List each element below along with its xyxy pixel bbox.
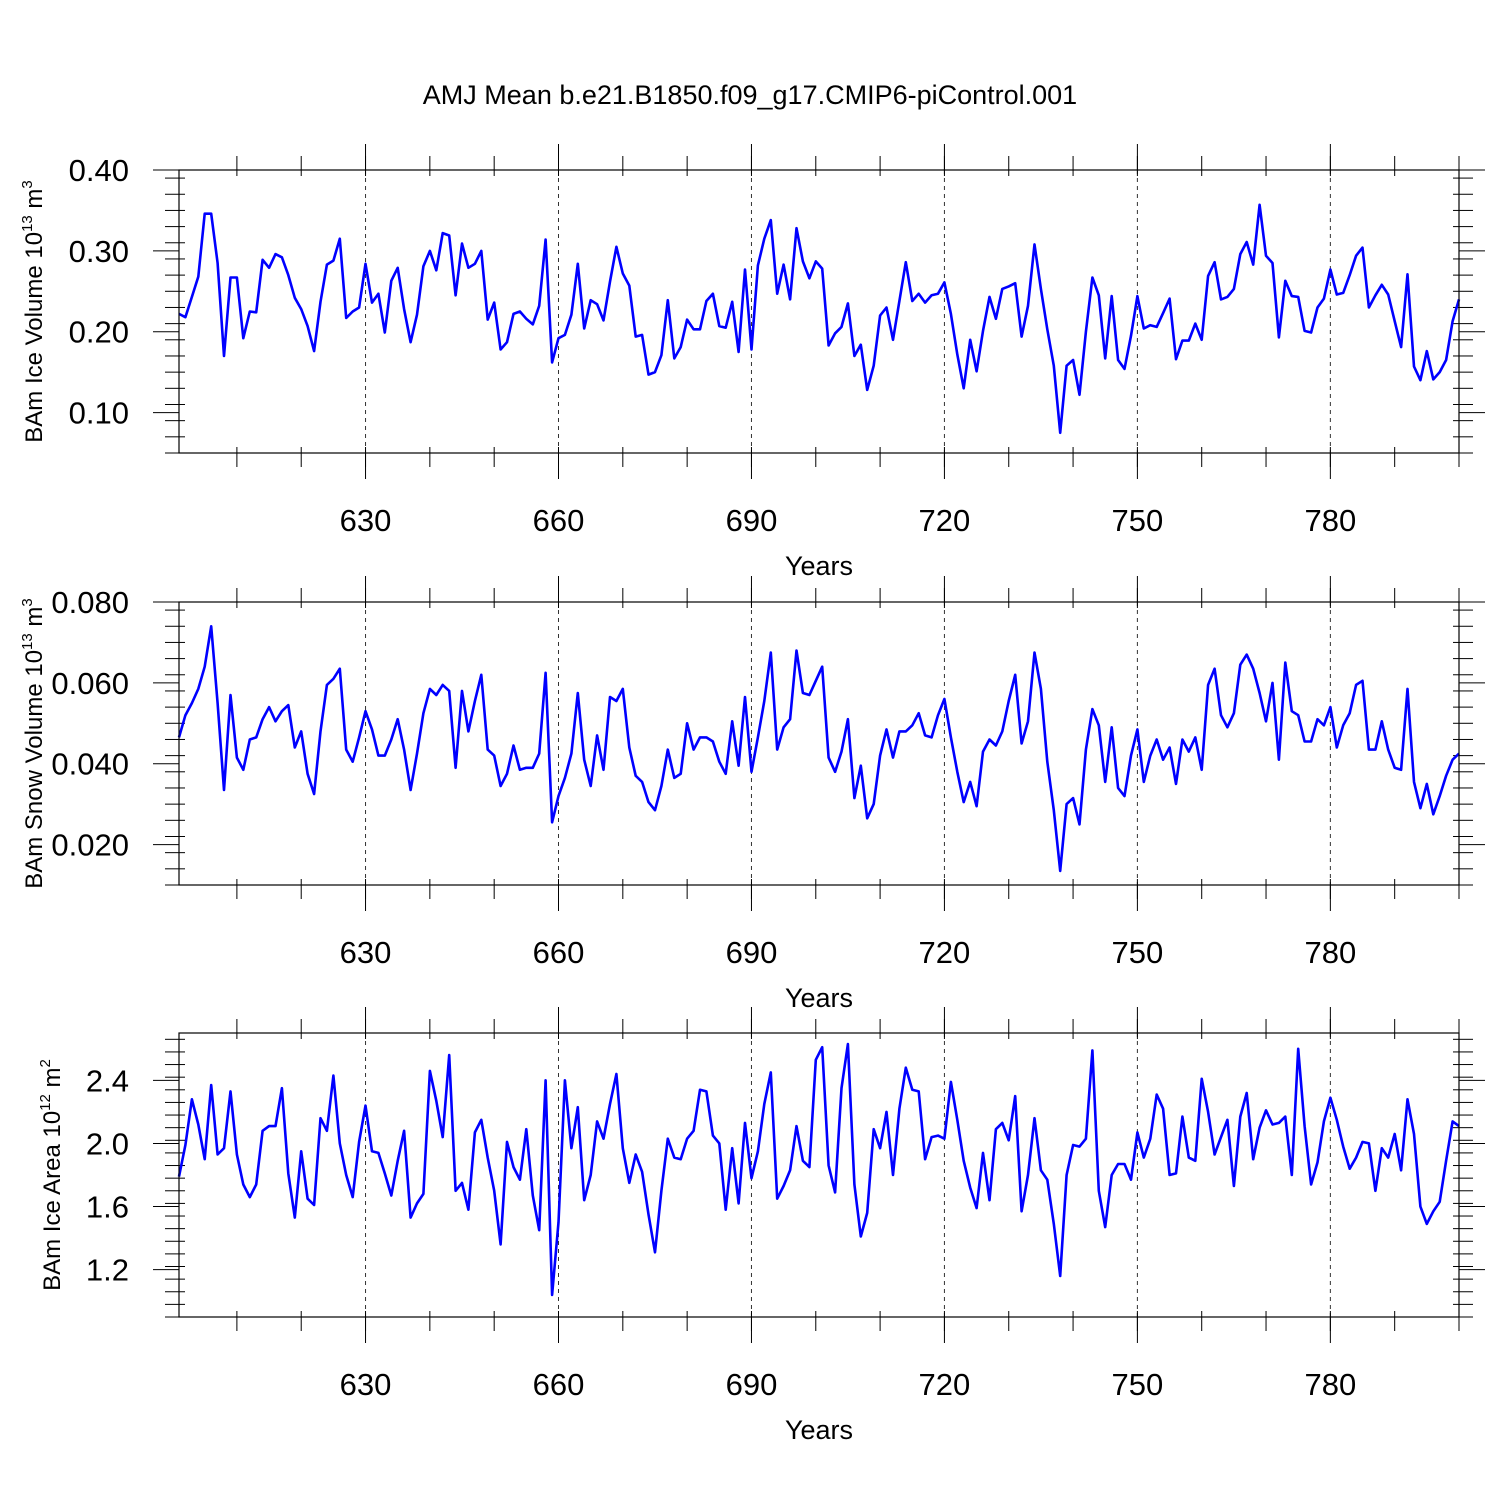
y-tick-label: 0.060 bbox=[51, 666, 129, 701]
x-axis-label: Years bbox=[785, 551, 853, 581]
plot-frame bbox=[178, 601, 1460, 886]
plot-frame bbox=[178, 1032, 1460, 1318]
x-tick-label: 630 bbox=[340, 935, 392, 970]
x-tick-label: 660 bbox=[533, 1367, 585, 1402]
y-tick-label: 2.0 bbox=[86, 1126, 129, 1161]
x-tick-label: 690 bbox=[726, 935, 778, 970]
x-tick-label: 720 bbox=[919, 503, 971, 538]
x-axis-label: Years bbox=[785, 983, 853, 1013]
y-tick-label: 0.20 bbox=[69, 315, 129, 350]
x-tick-label: 750 bbox=[1112, 1367, 1164, 1402]
figure-title: AMJ Mean b.e21.B1850.f09_g17.CMIP6-piCon… bbox=[422, 80, 1078, 110]
x-tick-label: 750 bbox=[1112, 503, 1164, 538]
series-line bbox=[177, 1042, 1460, 1297]
y-axis-label: BAm Ice Area 1012 m2 bbox=[37, 1059, 66, 1291]
x-tick-label: 690 bbox=[726, 1367, 778, 1402]
chart-panel-1: 630 660 690 720 750 780 0.10 0.20 0.30 0.40 Years B… bbox=[19, 144, 1485, 581]
series-line bbox=[177, 624, 1460, 873]
y-tick-label: 0.10 bbox=[69, 396, 129, 431]
chart-panel-3: 630 660 690 720 750 780 1.2 1.6 2.0 2.4 Years BAm I… bbox=[37, 1007, 1485, 1445]
y-axis-label: BAm Snow Volume 1013 m3 bbox=[19, 598, 48, 889]
y-tick-label: 0.080 bbox=[51, 585, 129, 620]
chart-panel-2: 630 660 690 720 750 780 0.020 0.040 0.060 0.080 Ye… bbox=[19, 576, 1485, 1013]
x-tick-label: 630 bbox=[340, 503, 392, 538]
y-axis-label: BAm Ice Volume 1013 m3 bbox=[19, 180, 48, 442]
y-tick-label: 0.020 bbox=[51, 828, 129, 863]
plot-frame bbox=[178, 169, 1460, 454]
x-tick-label: 780 bbox=[1304, 935, 1356, 970]
y-tick-label: 1.6 bbox=[86, 1190, 129, 1225]
x-tick-label: 630 bbox=[340, 1367, 392, 1402]
x-tick-label: 750 bbox=[1112, 935, 1164, 970]
x-tick-label: 780 bbox=[1304, 503, 1356, 538]
y-tick-label: 0.040 bbox=[51, 747, 129, 782]
y-tick-label: 2.4 bbox=[86, 1063, 129, 1098]
x-axis-label: Years bbox=[785, 1415, 853, 1445]
y-tick-label: 0.30 bbox=[69, 234, 129, 269]
x-tick-label: 690 bbox=[726, 503, 778, 538]
x-tick-label: 660 bbox=[533, 935, 585, 970]
x-tick-label: 720 bbox=[919, 1367, 971, 1402]
y-tick-label: 1.2 bbox=[86, 1253, 129, 1288]
x-tick-label: 660 bbox=[533, 503, 585, 538]
x-tick-label: 780 bbox=[1304, 1367, 1356, 1402]
x-tick-label: 720 bbox=[919, 935, 971, 970]
series-line bbox=[178, 203, 1461, 435]
y-tick-label: 0.40 bbox=[69, 153, 129, 188]
